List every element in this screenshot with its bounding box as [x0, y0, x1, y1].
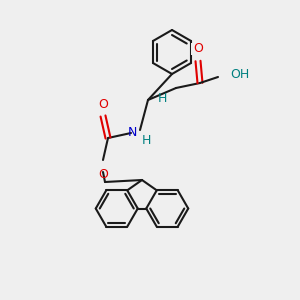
- Text: O: O: [98, 98, 108, 110]
- Text: O: O: [193, 43, 203, 56]
- FancyBboxPatch shape: [191, 43, 205, 55]
- Text: O: O: [98, 167, 108, 181]
- Text: H: H: [141, 134, 151, 146]
- FancyBboxPatch shape: [95, 98, 109, 110]
- Text: OH: OH: [230, 68, 249, 82]
- FancyBboxPatch shape: [94, 168, 108, 180]
- Text: H: H: [157, 92, 167, 104]
- Text: N: N: [127, 125, 137, 139]
